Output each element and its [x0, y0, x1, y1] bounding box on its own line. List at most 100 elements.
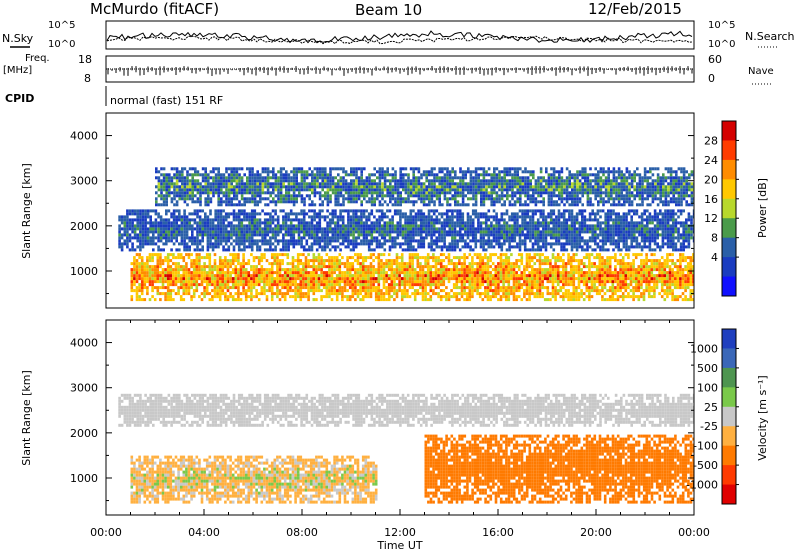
heatmap-cell: [666, 262, 669, 265]
heatmap-cell: [485, 212, 488, 215]
heatmap-cell: [575, 289, 578, 292]
heatmap-cell: [235, 224, 238, 227]
heatmap-cell: [318, 268, 321, 271]
heatmap-cell: [427, 292, 430, 295]
heatmap-cell: [167, 295, 170, 298]
heatmap-cell: [159, 259, 162, 262]
heatmap-cell: [326, 277, 329, 280]
heatmap-cell: [467, 230, 470, 233]
heatmap-cell: [188, 283, 191, 286]
heatmap-cell: [575, 268, 578, 271]
heatmap-cell: [487, 268, 490, 271]
heatmap-cell: [599, 209, 602, 212]
heatmap-cell: [154, 265, 157, 268]
heatmap-cell: [661, 262, 664, 265]
heatmap-cell: [479, 271, 482, 274]
heatmap-cell: [635, 280, 638, 283]
heatmap-cell: [627, 295, 630, 298]
heatmap-cell: [641, 245, 644, 248]
heatmap-cell: [389, 209, 392, 212]
heatmap-cell: [346, 283, 349, 286]
heatmap-cell: [443, 253, 446, 256]
heatmap-cell: [321, 248, 324, 251]
heatmap-cell: [456, 221, 459, 224]
heatmap-cell: [521, 274, 524, 277]
heatmap-cell: [609, 277, 612, 280]
heatmap-cell: [146, 289, 149, 292]
heatmap-cell: [651, 277, 654, 280]
heatmap-cell: [438, 212, 441, 215]
heatmap-cell: [222, 218, 225, 221]
heatmap-cell: [528, 286, 531, 289]
heatmap-cell: [307, 274, 310, 277]
heatmap-cell: [579, 221, 582, 224]
heatmap-cell: [443, 295, 446, 298]
heatmap-cell: [313, 218, 316, 221]
heatmap-cell: [571, 221, 574, 224]
heatmap-cell: [519, 215, 522, 218]
heatmap-cell: [315, 277, 318, 280]
heatmap-cell: [315, 271, 318, 274]
heatmap-cell: [635, 289, 638, 292]
heatmap-cell: [674, 298, 677, 301]
heatmap-cell: [212, 236, 215, 239]
heatmap-cell: [185, 271, 188, 274]
heatmap-cell: [245, 271, 248, 274]
heatmap-cell: [126, 227, 129, 230]
heatmap-cell: [241, 242, 244, 245]
heatmap-cell: [297, 253, 300, 256]
heatmap-cell: [510, 271, 513, 274]
heatmap-cell: [193, 289, 196, 292]
heatmap-cell: [282, 215, 285, 218]
heatmap-cell: [552, 265, 555, 268]
heatmap-cell: [219, 274, 222, 277]
heatmap-cell: [391, 286, 394, 289]
heatmap-cell: [232, 259, 235, 262]
heatmap-cell: [464, 233, 467, 236]
heatmap-cell: [565, 262, 568, 265]
heatmap-cell: [358, 233, 361, 236]
heatmap-cell: [503, 239, 506, 242]
heatmap-cell: [168, 221, 171, 224]
heatmap-cell: [209, 274, 212, 277]
heatmap-cell: [549, 262, 552, 265]
heatmap-cell: [588, 280, 591, 283]
heatmap-cell: [178, 248, 181, 251]
heatmap-cell: [573, 221, 576, 224]
heatmap-cell: [593, 271, 596, 274]
heatmap-cell: [328, 256, 331, 259]
heatmap-cell: [424, 286, 427, 289]
heatmap-cell: [144, 262, 147, 265]
heatmap-cell: [441, 230, 444, 233]
heatmap-cell: [159, 280, 162, 283]
heatmap-cell: [362, 280, 365, 283]
heatmap-cell: [448, 268, 451, 271]
heatmap-cell: [583, 292, 586, 295]
heatmap-cell: [285, 230, 288, 233]
heatmap-cell: [300, 289, 303, 292]
heatmap-cell: [346, 274, 349, 277]
heatmap-cell: [378, 256, 381, 259]
heatmap-cell: [162, 218, 165, 221]
heatmap-cell: [196, 253, 199, 256]
heatmap-cell: [506, 233, 509, 236]
heatmap-cell: [384, 221, 387, 224]
heatmap-cell: [599, 248, 602, 251]
heatmap-cell: [339, 268, 342, 271]
heatmap-cell: [139, 215, 142, 218]
heatmap-cell: [636, 245, 639, 248]
heatmap-cell: [380, 277, 383, 280]
heatmap-cell: [638, 283, 641, 286]
heatmap-cell: [193, 283, 196, 286]
heatmap-cell: [558, 209, 561, 212]
heatmap-cell: [497, 256, 500, 259]
heatmap-cell: [134, 224, 137, 227]
heatmap-cell: [313, 298, 316, 301]
heatmap-cell: [363, 224, 366, 227]
heatmap-cell: [332, 230, 335, 233]
heatmap-cell: [131, 277, 134, 280]
heatmap-cell: [617, 233, 620, 236]
heatmap-cell: [185, 265, 188, 268]
heatmap-cell: [495, 289, 498, 292]
heatmap-cell: [588, 286, 591, 289]
